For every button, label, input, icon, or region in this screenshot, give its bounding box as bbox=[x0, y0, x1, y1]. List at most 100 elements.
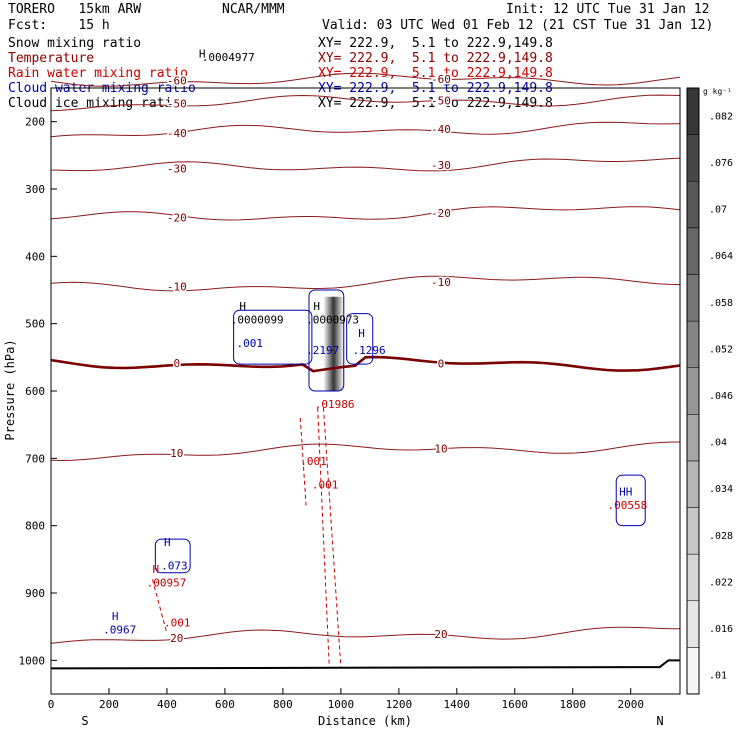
colorbar-frame bbox=[686, 87, 700, 695]
header-init: Init: 12 UTC Tue 31 Jan 12 bbox=[506, 2, 710, 17]
x-tick-label: 1400 bbox=[444, 698, 471, 711]
temperature-contour-label: 10 bbox=[170, 447, 183, 460]
temperature-contour-label: -10 bbox=[431, 276, 451, 289]
temperature-contour-label: 20 bbox=[434, 628, 447, 641]
cloud-water-contour bbox=[346, 313, 374, 365]
y-tick-label: 800 bbox=[25, 520, 45, 533]
field-snow-name: Snow mixing ratio bbox=[8, 36, 142, 51]
rain-contour bbox=[151, 579, 168, 634]
temperature-contour-label: 20 bbox=[170, 632, 183, 645]
x-tick-label: 1600 bbox=[502, 698, 529, 711]
temperature-contour-label: -20 bbox=[431, 207, 451, 220]
colorbar-label: .022 bbox=[709, 577, 733, 588]
contour-annotation: .001 bbox=[164, 617, 191, 630]
temperature-contour-label: -40 bbox=[167, 127, 187, 140]
temperature-contour-label: -50 bbox=[167, 97, 187, 110]
colorbar-swatch bbox=[686, 507, 700, 555]
colorbar-label: .082 bbox=[709, 111, 733, 122]
colorbar-label: .016 bbox=[709, 624, 733, 635]
cloud-water-contour bbox=[154, 538, 191, 574]
contour-annotation: H bbox=[112, 610, 119, 623]
field-temperature-xy: XY= 222.9, 5.1 to 222.9,149.8 bbox=[318, 51, 553, 66]
contour-annotation: .0000973 bbox=[306, 314, 359, 327]
y-tick-label: 900 bbox=[25, 587, 45, 600]
colorbar-swatch bbox=[686, 460, 700, 508]
temperature-contour bbox=[50, 157, 681, 172]
colorbar-label: .076 bbox=[709, 158, 733, 169]
y-tick-label: 300 bbox=[25, 183, 45, 196]
contour-annotation: H bbox=[164, 536, 171, 549]
contour-annotation: .00558 bbox=[608, 499, 648, 512]
temperature-contour-label: -60 bbox=[167, 75, 187, 88]
contour-annotation: .0000099 bbox=[231, 314, 284, 327]
x-tick-label: 200 bbox=[99, 698, 119, 711]
temperature-contour bbox=[50, 626, 680, 644]
x-axis-title: Distance (km) bbox=[318, 714, 412, 728]
temperature-contour bbox=[50, 121, 681, 138]
header-valid: Valid: 03 UTC Wed 01 Feb 12 (21 CST Tue … bbox=[322, 18, 714, 33]
colorbar-swatch bbox=[686, 180, 700, 229]
temperature-contour bbox=[50, 275, 681, 292]
contour-annotation: .001 bbox=[300, 455, 327, 468]
colorbar-swatch bbox=[686, 553, 700, 602]
colorbar-unit: g kg⁻¹ bbox=[703, 87, 732, 96]
rain-contour bbox=[299, 417, 307, 506]
colorbar-label: .04 bbox=[709, 438, 727, 449]
y-tick-label: 500 bbox=[25, 318, 45, 331]
colorbar-swatch bbox=[686, 87, 700, 135]
x-tick-label: 2000 bbox=[617, 698, 644, 711]
temperature-contour-label: 0 bbox=[173, 357, 180, 370]
field-rain-name: Rain water mixing ratio bbox=[8, 66, 189, 81]
colorbar-label: .01 bbox=[709, 671, 727, 682]
contour-annotation: H bbox=[199, 48, 206, 61]
contour-annotation: .00957 bbox=[147, 576, 187, 589]
field-temperature-name: Temperature bbox=[8, 51, 95, 66]
temperature-contour-label: -30 bbox=[431, 159, 451, 172]
rain-contour bbox=[317, 407, 330, 668]
cloud-water-contour bbox=[615, 474, 646, 527]
contour-annotation: H bbox=[152, 563, 159, 576]
colorbar-swatch bbox=[686, 134, 700, 182]
colorbar-swatch bbox=[686, 320, 700, 368]
colorbar-swatch bbox=[686, 367, 700, 415]
header-center: NCAR/MMM bbox=[222, 2, 285, 17]
colorbar-swatch bbox=[686, 647, 700, 695]
header-model: TORERO 15km ARW bbox=[8, 2, 142, 17]
temperature-contour-label: 10 bbox=[434, 443, 447, 456]
field-snow-xy: XY= 222.9, 5.1 to 222.9,149.8 bbox=[318, 36, 553, 51]
contour-annotation: .1296 bbox=[352, 344, 385, 357]
contour-annotation: .073 bbox=[161, 559, 188, 572]
x-tick-label: 0 bbox=[48, 698, 55, 711]
temperature-contour bbox=[50, 206, 681, 221]
x-axis-right-end: N bbox=[656, 714, 663, 728]
temperature-contour-label: -10 bbox=[167, 280, 187, 293]
contour-annotation: .0004977 bbox=[202, 51, 255, 64]
temperature-contour-label: -30 bbox=[167, 163, 187, 176]
contour-annotation: .2197 bbox=[306, 344, 339, 357]
contour-annotation: .001 bbox=[237, 337, 264, 350]
colorbar-label: .034 bbox=[709, 484, 733, 495]
temperature-contour bbox=[50, 355, 681, 373]
y-tick-label: 700 bbox=[25, 452, 45, 465]
contour-annotation: .0967 bbox=[103, 623, 136, 636]
contour-annotation: HH bbox=[619, 485, 632, 498]
x-tick-label: 1200 bbox=[386, 698, 413, 711]
temperature-contour-label: -40 bbox=[431, 123, 451, 136]
temperature-contour-label: -60 bbox=[431, 73, 451, 86]
y-axis-title: Pressure (hPa) bbox=[3, 339, 17, 440]
header-forecast: Fcst: 15 h bbox=[8, 18, 110, 33]
field-rain-xy: XY= 222.9, 5.1 to 222.9,149.8 bbox=[318, 66, 553, 81]
x-tick-label: 1800 bbox=[560, 698, 587, 711]
y-tick-label: 600 bbox=[25, 385, 45, 398]
colorbar-label: .07 bbox=[709, 205, 727, 216]
colorbar-label: .046 bbox=[709, 391, 733, 402]
contour-annotation: .01986 bbox=[315, 398, 355, 411]
temperature-contour bbox=[50, 72, 681, 87]
contour-annotation: H bbox=[239, 300, 246, 313]
colorbar-label: .028 bbox=[709, 531, 733, 542]
temperature-contour bbox=[50, 94, 681, 112]
colorbar-swatch bbox=[686, 414, 700, 462]
temperature-contour bbox=[50, 441, 681, 462]
x-tick-label: 600 bbox=[215, 698, 235, 711]
